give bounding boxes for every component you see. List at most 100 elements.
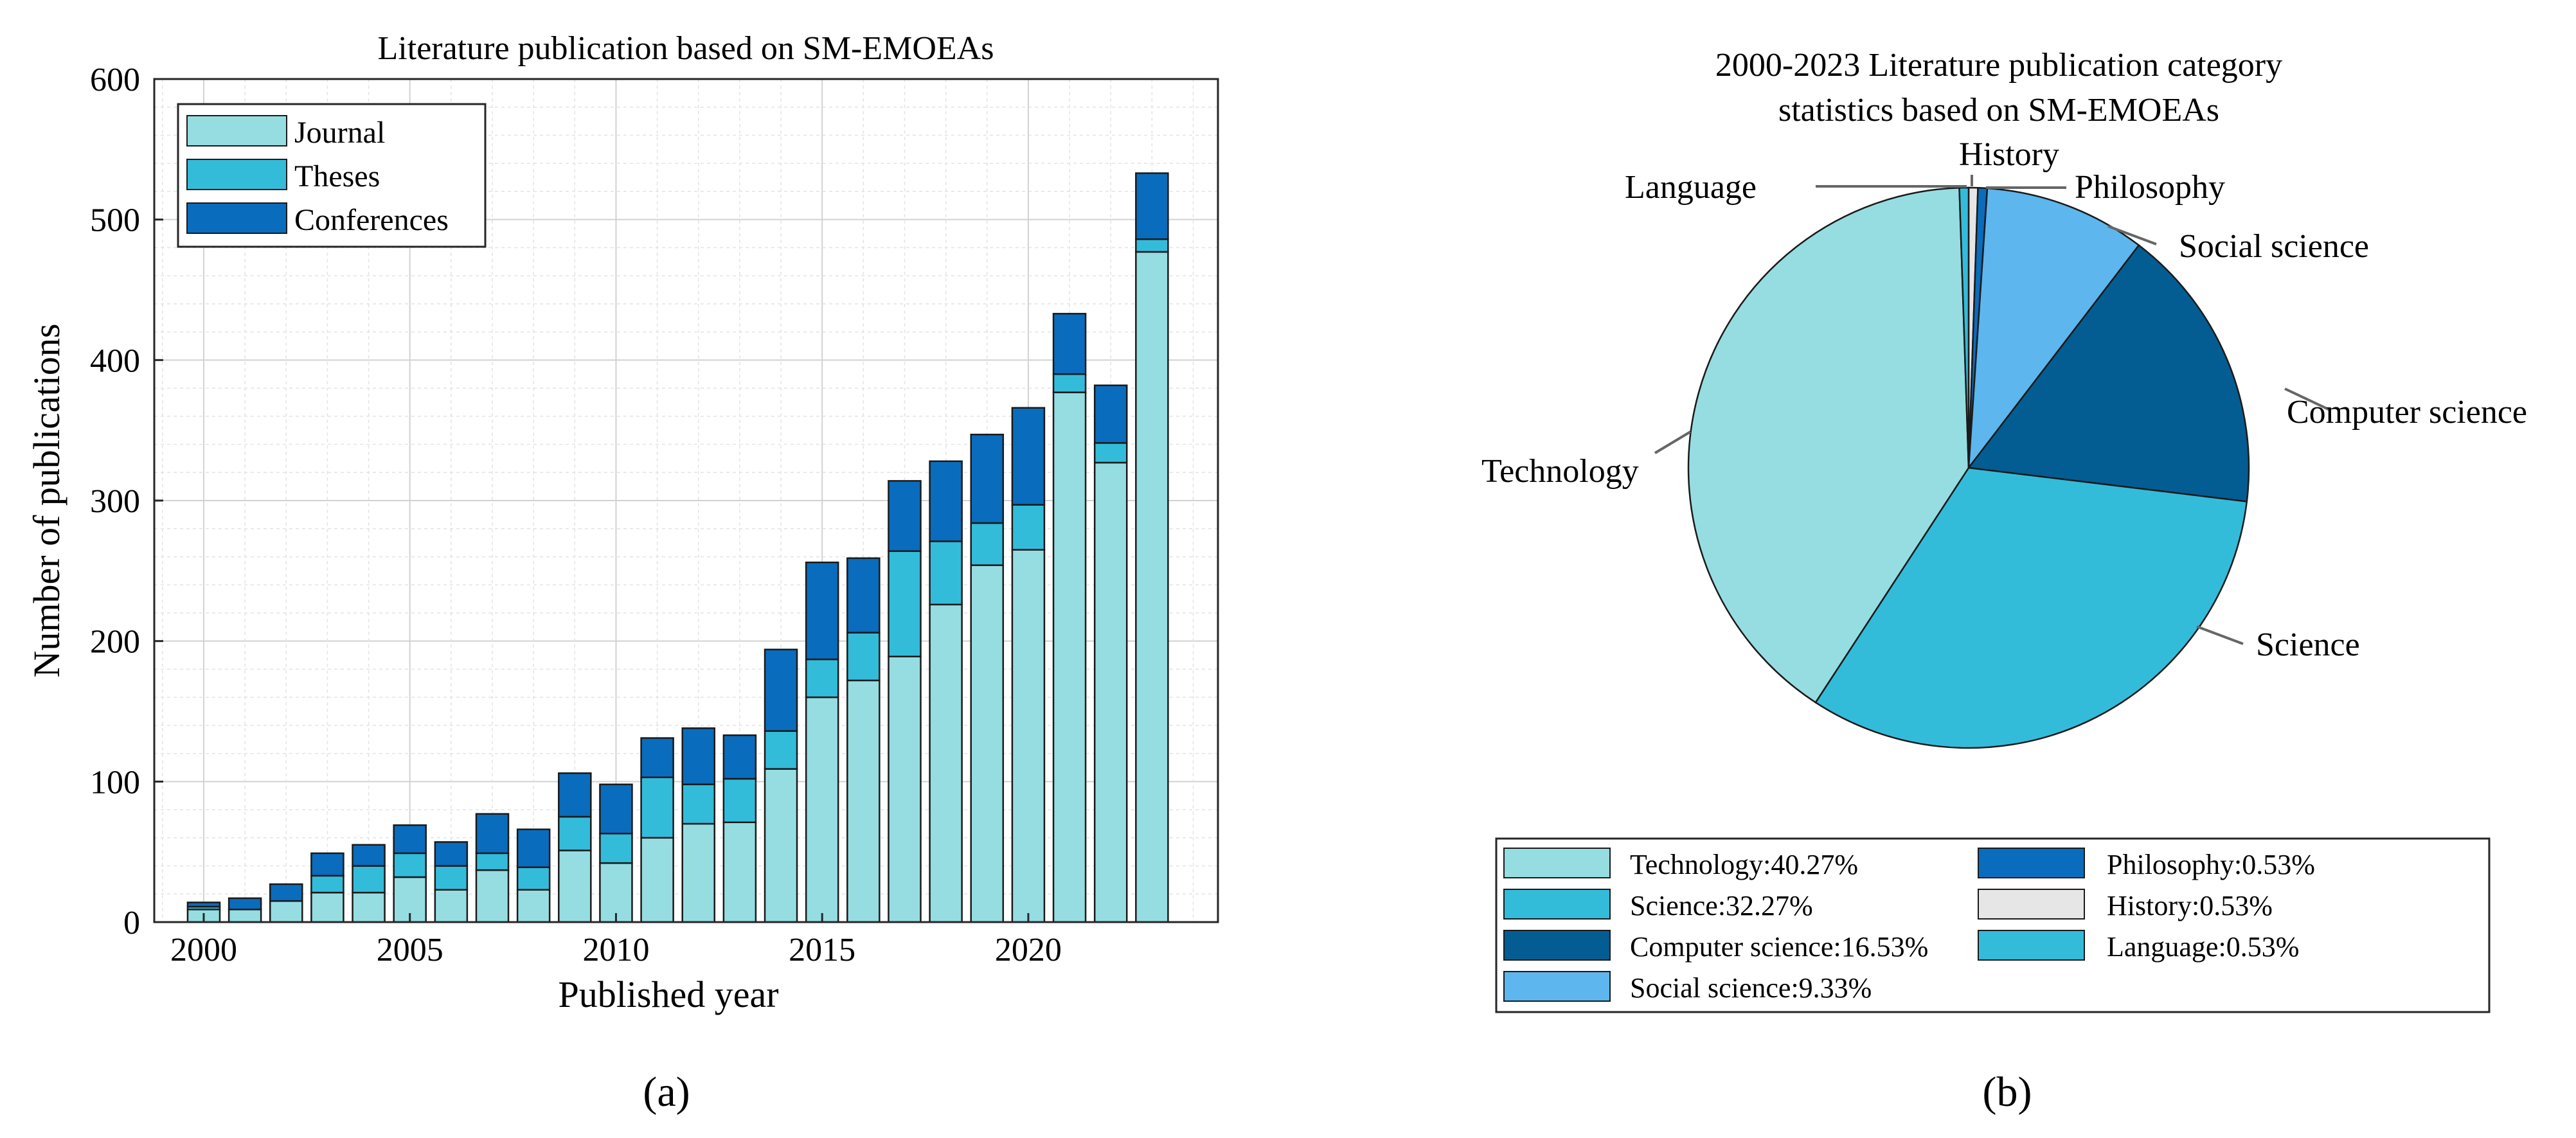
bar-segment-theses-2010	[599, 832, 633, 864]
bar-y-tick-label: 400	[90, 342, 140, 379]
bar-segment-theses-2013	[722, 778, 757, 823]
legend-swatch-social-science	[1503, 971, 1611, 1002]
bar-chart-panel: 0 100 200 300 400 500 600 2000 2005 2010 2015 2020…	[26, 30, 1219, 1116]
legend-text-social-science: Social science:9.33%	[1630, 972, 1872, 1004]
leader-line-computer-science	[2284, 387, 2330, 411]
bar-segment-theses-2015	[805, 658, 839, 698]
pie-label-technology: Technology	[1481, 453, 1639, 490]
bar-segment-theses-2009	[558, 815, 592, 851]
bar-segment-conferences-2017	[888, 480, 922, 552]
leader-line-science	[2196, 625, 2244, 645]
bar-y-tick-label: 600	[90, 62, 140, 98]
bar-segment-conferences-2002	[269, 883, 303, 902]
pie-slice-computer-science	[1967, 244, 2250, 502]
bar-segment-conferences-2009	[558, 772, 592, 818]
pie-label-computer-science: Computer science	[2287, 394, 2527, 431]
bar-segment-journal-2016	[846, 679, 881, 923]
legend-text-history: History:0.53%	[2107, 890, 2273, 921]
pie-label-history: History	[1959, 136, 2059, 173]
pie-title-line-1: 2000-2023 Literature publication categor…	[1715, 47, 2282, 84]
bar-segment-theses-2007	[475, 852, 510, 871]
bar-segment-conferences-2011	[640, 737, 674, 779]
bar-segment-journal-2014	[764, 768, 798, 923]
pie-leader-lines	[1654, 175, 2330, 645]
bar-segment-journal-2011	[640, 837, 674, 923]
legend-label-journal: Journal	[294, 116, 385, 150]
bar-segment-conferences-2020	[1011, 407, 1046, 506]
bar-segment-theses-2008	[516, 866, 551, 891]
legend-swatch-history	[1978, 889, 2085, 920]
bar-segment-journal-2015	[805, 696, 839, 923]
bar-x-tick-label: 2020	[995, 932, 1062, 968]
bar-segment-theses-2023	[1135, 238, 1169, 253]
bar-segment-theses-2016	[846, 632, 881, 682]
bar-segment-theses-2020	[1011, 504, 1046, 551]
bar-segment-journal-2012	[681, 822, 716, 923]
bar-segment-conferences-2012	[681, 727, 716, 785]
pie-slice-labels: Language History Philosophy Social scien…	[1481, 136, 2527, 663]
legend-text-technology: Technology:40.27%	[1630, 849, 1858, 880]
legend-label-conferences: Conferences	[294, 203, 449, 237]
bar-segment-conferences-2007	[475, 813, 510, 855]
pie-label-social-science: Social science	[2179, 228, 2369, 265]
bar-x-tick-label: 2005	[377, 932, 443, 968]
bar-y-tick-label: 0	[123, 905, 140, 941]
bar-segment-conferences-2001	[228, 897, 262, 911]
bar-x-tick-label: 2010	[582, 932, 649, 968]
bar-segment-conferences-2003	[310, 852, 344, 877]
bar-segment-conferences-2008	[516, 828, 551, 868]
bar-segment-journal-2023	[1135, 251, 1169, 923]
bar-segment-journal-2003	[310, 891, 344, 923]
bar-segment-conferences-2000	[186, 902, 221, 908]
bar-segment-conferences-2019	[970, 433, 1005, 524]
bar-segment-theses-2003	[310, 875, 344, 894]
bar-segment-theses-2011	[640, 776, 674, 839]
pie-title-line-2: statistics based on SM-EMOEAs	[1778, 92, 2219, 129]
bar-segment-conferences-2014	[764, 648, 798, 732]
legend-swatch-language	[1978, 930, 2085, 961]
bar-x-tick-label: 2015	[789, 932, 855, 968]
bar-segment-conferences-2021	[1052, 312, 1087, 375]
leader-line-technology	[1654, 431, 1692, 454]
pie-slice-language	[1958, 186, 1970, 468]
legend-swatch-technology	[1503, 848, 1611, 878]
bar-segment-conferences-2013	[722, 734, 757, 780]
pie-label-language: Language	[1625, 169, 1757, 206]
bar-segment-conferences-2016	[846, 557, 881, 634]
pie-slice-social-science	[1967, 187, 2140, 471]
legend-swatch-journal	[186, 115, 287, 147]
legend-swatch-conferences	[186, 202, 287, 234]
bar-segment-journal-2004	[352, 891, 386, 923]
bar-segment-theses-2022	[1093, 442, 1128, 464]
bar-segment-conferences-2004	[352, 844, 386, 867]
bar-segment-journal-2020	[1011, 549, 1046, 923]
pie-chart-panel: 2000-2023 Literature publication categor…	[1481, 47, 2527, 1116]
legend-text-philosophy: Philosophy:0.53%	[2107, 849, 2315, 880]
bar-segment-journal-2008	[516, 889, 551, 923]
panel-label-a: (a)	[643, 1069, 690, 1116]
pie-legend: Technology:40.27% Science:32.27% Compute…	[1495, 837, 2491, 1013]
bar-segment-journal-2022	[1093, 461, 1128, 923]
bar-legend: Journal Theses Conferences	[177, 103, 487, 248]
bar-segment-conferences-2006	[434, 841, 469, 867]
pie-slices	[1687, 186, 2250, 749]
legend-swatch-theses	[186, 159, 287, 190]
bar-segment-journal-2018	[929, 603, 963, 923]
legend-text-computer-science: Computer science:16.53%	[1630, 931, 1928, 963]
bar-segment-theses-2021	[1052, 373, 1087, 393]
bar-y-tick-label: 200	[90, 624, 140, 661]
bar-segment-journal-2001	[228, 909, 262, 923]
bar-segment-journal-2007	[475, 869, 510, 923]
bar-y-tick-label: 100	[90, 764, 140, 801]
legend-text-language: Language:0.53%	[2107, 931, 2299, 963]
bar-segment-theses-2005	[393, 852, 427, 878]
bar-segment-journal-2017	[888, 655, 922, 923]
pie-slice-technology	[1687, 186, 1970, 704]
legend-label-theses: Theses	[294, 159, 380, 193]
bar-segment-theses-2006	[434, 865, 469, 891]
bar-segment-journal-2021	[1052, 391, 1087, 923]
bar-segment-journal-2010	[599, 862, 633, 923]
bar-segment-journal-2013	[722, 821, 757, 923]
bar-segment-journal-2019	[970, 564, 1005, 923]
